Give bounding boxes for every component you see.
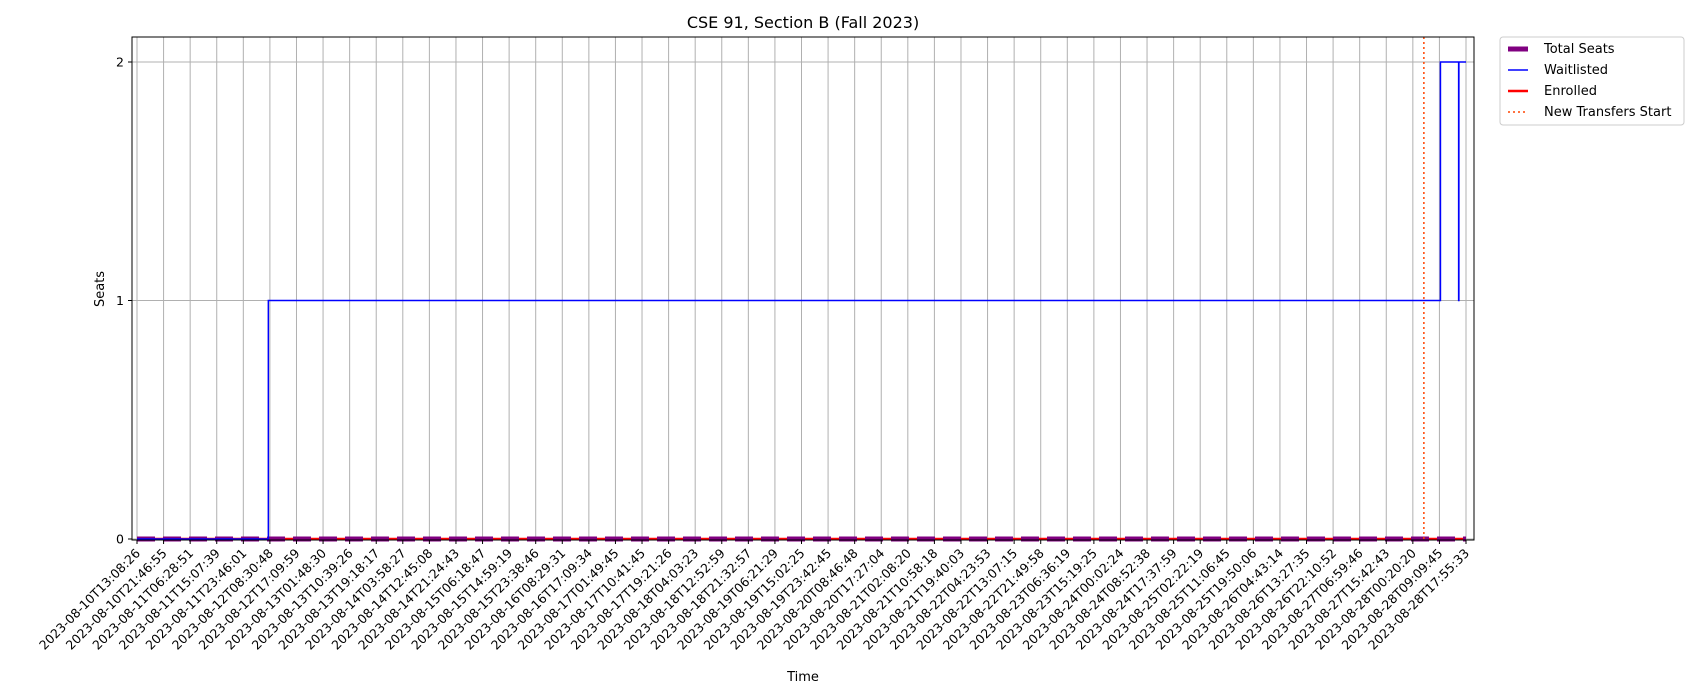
legend-frame bbox=[1499, 36, 1685, 126]
legend-label-enrolled: Enrolled bbox=[1544, 84, 1597, 99]
plot-frame bbox=[131, 36, 1475, 541]
legend: Total Seats Waitlisted Enrolled New Tran… bbox=[1499, 36, 1685, 126]
chart-title: CSE 91, Section B (Fall 2023) bbox=[687, 13, 919, 32]
y-tick-label: 2 bbox=[116, 55, 124, 70]
grid bbox=[132, 37, 1474, 540]
x-axis-title: Time bbox=[786, 670, 819, 685]
y-tick-label: 1 bbox=[116, 293, 124, 308]
legend-label-new-transfers-start: New Transfers Start bbox=[1544, 105, 1671, 120]
y-axis-title: Seats bbox=[93, 271, 108, 307]
series-line-waitlisted bbox=[137, 61, 1466, 540]
legend-label-total-seats: Total Seats bbox=[1543, 42, 1615, 57]
legend-label-waitlisted: Waitlisted bbox=[1544, 63, 1608, 78]
y-axis: 0 1 2 bbox=[116, 55, 132, 547]
x-axis: 2023-08-10T13:08:262023-08-10T21:46:5520… bbox=[36, 540, 1472, 653]
y-tick-label: 0 bbox=[116, 532, 124, 547]
series-layer bbox=[137, 37, 1466, 542]
